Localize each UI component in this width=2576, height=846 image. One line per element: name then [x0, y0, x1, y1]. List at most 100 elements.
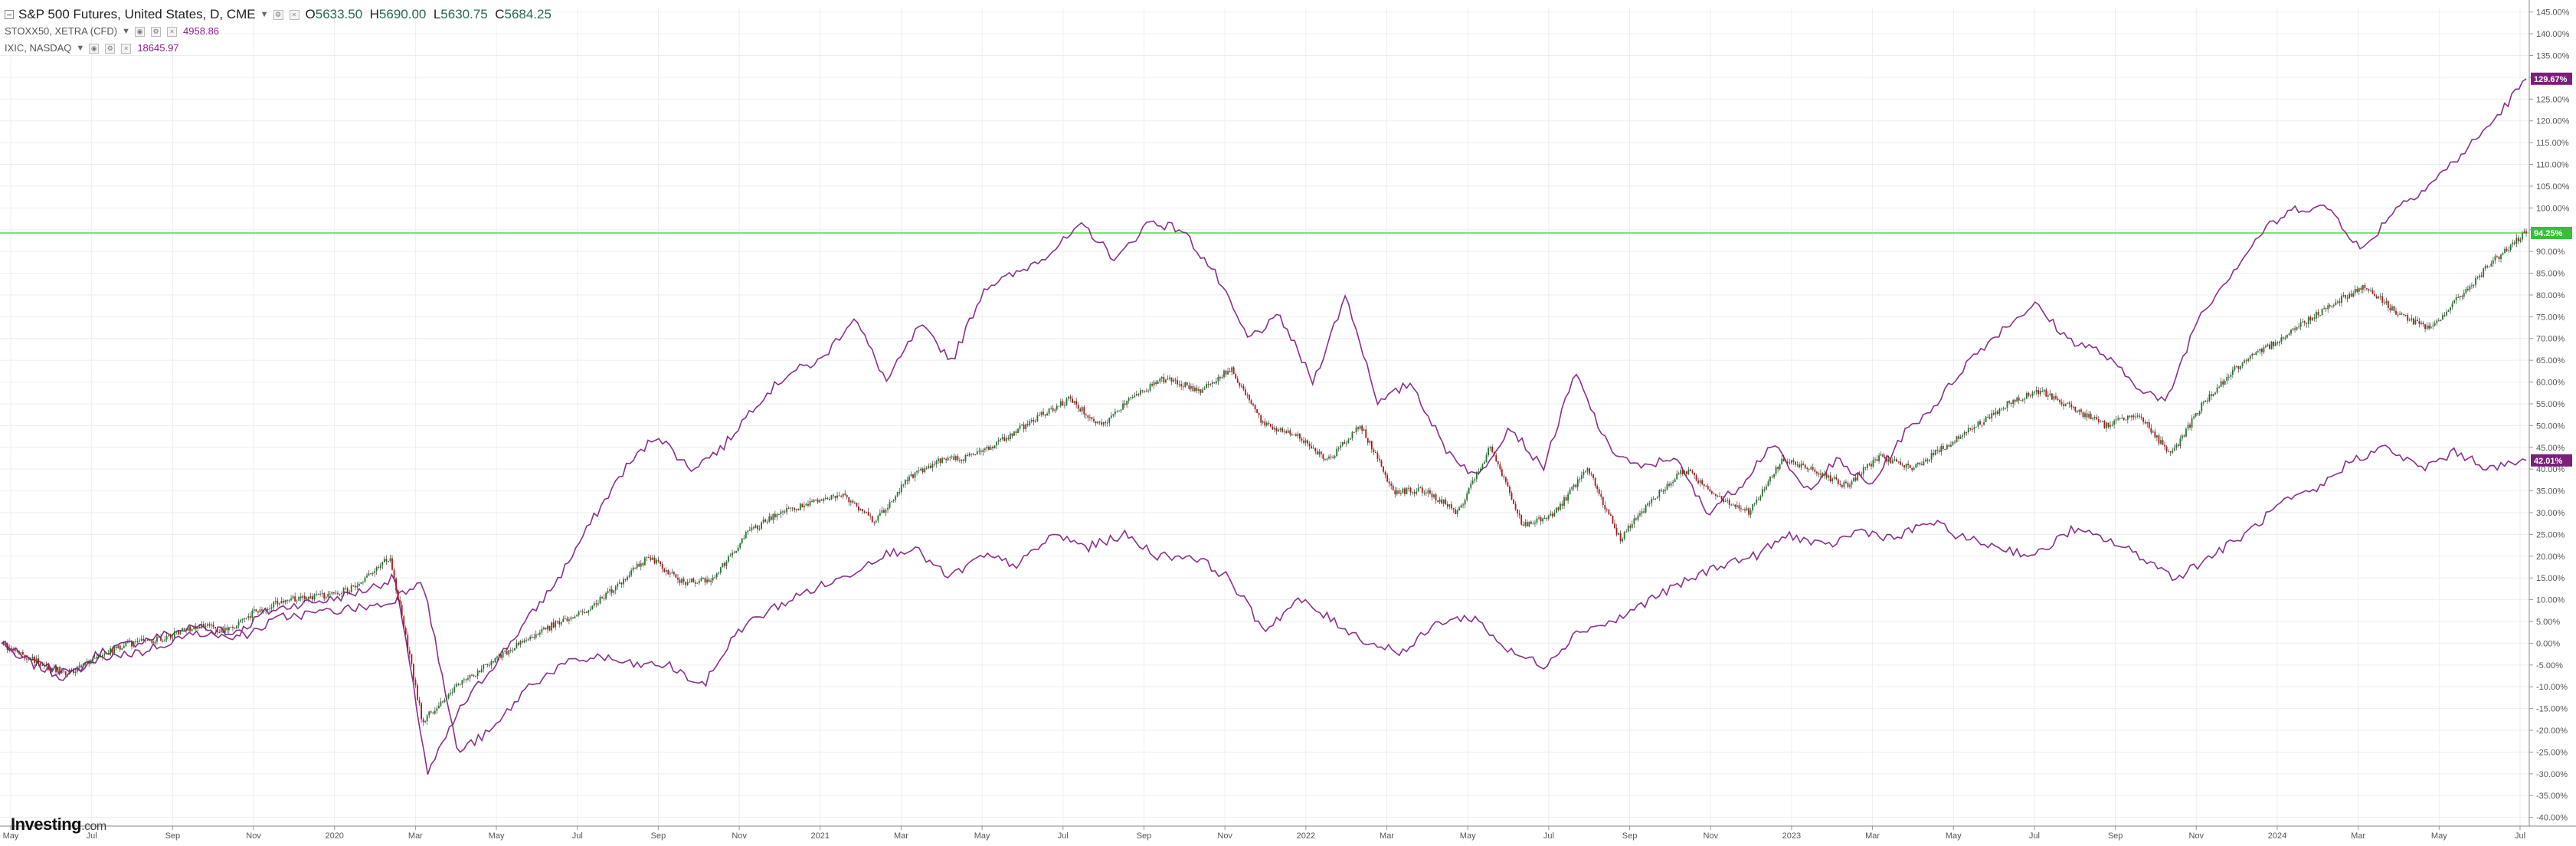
legend-overlay-ixic[interactable]: IXIC, NASDAQ ▼ ◉ ⚙ × 18645.97 [5, 40, 552, 57]
candle-body [1404, 488, 1406, 494]
candle-body [2201, 402, 2203, 412]
candle-body [374, 571, 376, 573]
candle-body [1406, 487, 1408, 494]
candle-body [1155, 382, 1157, 384]
candle-body [1054, 409, 1056, 412]
candle-body [1736, 505, 1738, 507]
candle-body [236, 625, 237, 629]
candle-body [2459, 296, 2461, 298]
candle-body [2162, 440, 2164, 445]
chevron-down-icon[interactable]: ▼ [76, 44, 85, 53]
candle-body [1730, 504, 1733, 506]
candle-body [325, 597, 327, 598]
candle-body [1694, 472, 1695, 476]
candle-body [303, 595, 306, 599]
current-value-label: 94.25% [2534, 229, 2563, 238]
candle-body [1560, 503, 1561, 510]
candle-body [1062, 401, 1064, 406]
candle-body [1244, 389, 1246, 395]
candle-body [395, 578, 397, 591]
candle-body [1040, 412, 1043, 415]
candle-body [2523, 231, 2525, 234]
legend-overlay-stoxx[interactable]: STOXX50, XETRA (CFD) ▼ ◉ ⚙ × 4958.86 [5, 23, 552, 40]
candle-body [2175, 444, 2178, 448]
candle-body [943, 457, 945, 459]
close-icon[interactable]: × [289, 9, 299, 20]
candle-body [2307, 316, 2309, 324]
candle-body [473, 675, 475, 677]
chevron-down-icon[interactable]: ▼ [260, 10, 269, 19]
candle-body [618, 582, 620, 584]
candle-body [2039, 390, 2041, 395]
candle-body [1874, 459, 1876, 461]
candle-body [2185, 428, 2187, 437]
x-tick-label: Sep [2108, 831, 2123, 841]
settings-icon[interactable]: ⚙ [151, 26, 162, 37]
candle-body [463, 679, 465, 680]
candle-body [593, 603, 595, 606]
candle-body [1015, 431, 1017, 433]
candle-body [1264, 421, 1266, 426]
candle-body [830, 495, 833, 500]
candle-body [1225, 370, 1227, 375]
candle-body [2236, 366, 2237, 367]
close-icon[interactable]: × [121, 43, 132, 54]
candle-body [313, 594, 316, 600]
candle-body [2107, 422, 2110, 428]
x-tick-label: Nov [246, 831, 261, 841]
candle-body [173, 631, 175, 638]
candle-body [372, 572, 374, 575]
candle-body [852, 500, 854, 503]
candle-body [438, 705, 440, 709]
candle-body [1810, 467, 1812, 470]
candle-body [342, 588, 345, 593]
candle-body [638, 563, 640, 567]
visibility-icon[interactable]: ◉ [135, 26, 146, 37]
legend-main-series[interactable]: S&P 500 Futures, United States, D, CME ▼… [5, 6, 552, 23]
candle-body [1580, 474, 1583, 479]
candle-body [1252, 403, 1254, 405]
candle-body [2259, 349, 2261, 352]
candle-body [1681, 470, 1684, 474]
candle-body [1977, 421, 1979, 427]
candle-body [1046, 413, 1048, 416]
candle-body [407, 634, 409, 651]
candle-body [824, 498, 826, 500]
collapse-icon[interactable] [5, 10, 14, 19]
candle-body [754, 525, 757, 528]
candle-body [881, 510, 883, 513]
close-icon[interactable]: × [167, 26, 178, 37]
settings-icon[interactable]: ⚙ [105, 43, 116, 54]
y-tick-label: 60.00% [2536, 379, 2565, 388]
candle-body [671, 572, 673, 574]
candle-body [1227, 371, 1229, 375]
y-tick-label: 135.00% [2536, 51, 2570, 61]
x-tick-label: 2020 [325, 831, 343, 841]
ohlc-readout: O5633.50 H5690.00 L5630.75 C5684.25 [306, 6, 552, 23]
candle-body [1991, 413, 1993, 419]
candle-body [302, 595, 304, 598]
candle-body [263, 610, 265, 612]
candle-body [1173, 379, 1174, 382]
candle-body [2211, 394, 2212, 396]
candle-body [2356, 288, 2358, 292]
candle-body [127, 642, 129, 644]
settings-icon[interactable]: ⚙ [273, 9, 283, 20]
candle-body [2492, 260, 2494, 264]
candle-body [1536, 518, 1538, 523]
y-tick-label: 110.00% [2536, 161, 2569, 170]
candle-body [891, 500, 893, 502]
candle-body [2006, 401, 2008, 408]
candle-body [2422, 322, 2424, 325]
candle-body [690, 578, 692, 582]
candle-body [509, 650, 512, 651]
candle-body [1206, 384, 1208, 389]
candle-body [1157, 381, 1159, 384]
visibility-icon[interactable]: ◉ [89, 43, 100, 54]
candle-body [1308, 443, 1311, 447]
candle-body [1435, 494, 1437, 501]
candle-body [2218, 386, 2221, 388]
candle-body [77, 667, 78, 672]
chevron-down-icon[interactable]: ▼ [122, 27, 131, 36]
candle-body [2453, 300, 2456, 303]
